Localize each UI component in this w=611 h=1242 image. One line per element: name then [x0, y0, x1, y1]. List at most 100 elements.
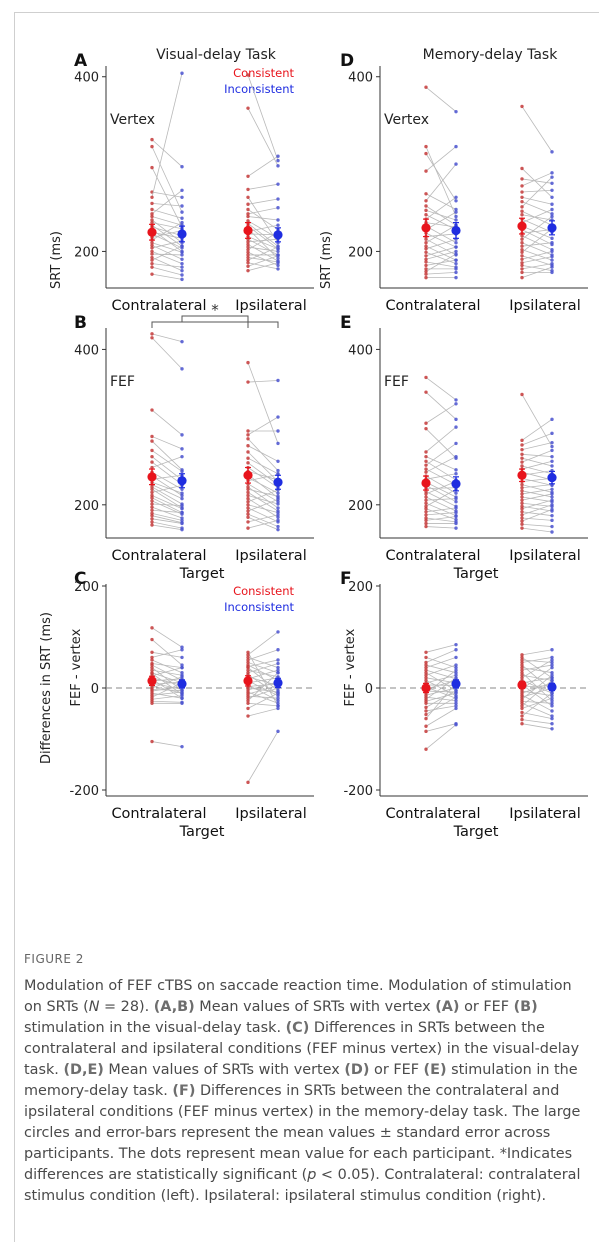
legend-inconsistent: Inconsistent [224, 82, 294, 96]
participant-point-inconsistent [454, 109, 458, 114]
participant-point-inconsistent [550, 678, 554, 683]
participant-line [521, 523, 553, 527]
participant-point-consistent [520, 464, 524, 468]
participant-point-inconsistent [454, 214, 458, 219]
participant-point-inconsistent [550, 518, 554, 523]
caption-segment: (F) [172, 1083, 196, 1099]
participant-point-consistent [520, 275, 524, 280]
participant-line [425, 456, 457, 473]
participant-point-consistent [520, 513, 524, 517]
participant-line [521, 457, 553, 467]
participant-point-consistent [520, 516, 524, 520]
participant-line [247, 231, 279, 251]
participant-line [151, 669, 183, 676]
participant-point-inconsistent [454, 663, 458, 667]
participant-point-consistent [150, 523, 154, 527]
participant-point-inconsistent [454, 648, 458, 652]
participant-point-inconsistent [550, 440, 554, 445]
participant-point-inconsistent [454, 472, 458, 476]
participant-line [521, 470, 553, 476]
caption-segment: (C) [285, 1020, 310, 1036]
participant-point-inconsistent [276, 510, 280, 515]
participant-point-consistent [150, 637, 154, 642]
participant-point-inconsistent [276, 693, 280, 698]
participant-line [151, 222, 183, 230]
participant-line [425, 209, 457, 221]
participant-point-consistent [246, 500, 250, 504]
participant-point-inconsistent [454, 510, 458, 515]
participant-line [425, 669, 457, 694]
participant-point-inconsistent [454, 245, 458, 249]
participant-point-consistent [150, 212, 154, 216]
participant-point-consistent [424, 492, 428, 496]
participant-line [247, 649, 279, 661]
participant-point-inconsistent [550, 265, 554, 269]
participant-point-consistent [150, 490, 154, 495]
participant-line [247, 238, 279, 256]
participant-point-inconsistent [454, 454, 458, 459]
participant-point-inconsistent [454, 491, 458, 495]
participant-line [151, 667, 183, 677]
participant-point-consistent [520, 504, 524, 509]
participant-line [151, 189, 183, 215]
participant-point-inconsistent [276, 468, 280, 473]
caption-segment: (B) [513, 999, 538, 1015]
participant-point-consistent [424, 272, 428, 276]
participant-line [425, 664, 457, 676]
y-tick-label: 0 [91, 682, 99, 697]
participant-line [521, 484, 553, 489]
participant-point-inconsistent [276, 261, 280, 265]
y-tick-label: 400 [74, 343, 99, 358]
mean-point-inconsistent [273, 230, 283, 240]
participant-point-consistent [424, 247, 428, 251]
participant-point-consistent [424, 454, 428, 459]
participant-point-consistent [424, 650, 428, 654]
participant-line [247, 416, 279, 436]
participant-point-inconsistent [454, 162, 458, 166]
participant-line [521, 674, 553, 681]
participant-point-inconsistent [454, 210, 458, 214]
participant-point-consistent [246, 780, 250, 785]
participant-line [425, 232, 457, 248]
participant-point-consistent [424, 192, 428, 196]
participant-point-inconsistent [276, 254, 280, 258]
participant-line [425, 253, 457, 272]
caption-segment: Mean values of SRTs with vertex [194, 999, 436, 1015]
participant-point-inconsistent [276, 164, 280, 168]
caption-segment: N [88, 999, 100, 1015]
participant-point-consistent [246, 429, 250, 433]
participant-point-consistent [150, 513, 154, 518]
participant-point-inconsistent [180, 527, 184, 532]
participant-line [521, 527, 553, 533]
participant-point-inconsistent [550, 498, 554, 502]
participant-point-inconsistent [550, 709, 554, 713]
participant-point-inconsistent [454, 270, 458, 275]
participant-line [151, 450, 183, 472]
participant-point-inconsistent [180, 454, 184, 459]
participant-line [151, 685, 183, 694]
participant-line [521, 490, 553, 498]
participant-line [151, 436, 183, 450]
participant-point-consistent [424, 747, 428, 751]
participant-point-inconsistent [180, 648, 184, 652]
participant-line [425, 682, 457, 719]
participant-point-inconsistent [276, 182, 280, 186]
participant-point-inconsistent [454, 521, 458, 526]
participant-line [521, 106, 553, 153]
participant-point-inconsistent [550, 270, 554, 275]
y-tick-label: 200 [74, 499, 99, 514]
participant-point-inconsistent [454, 642, 458, 647]
participant-point-consistent [246, 699, 250, 703]
participant-line [425, 377, 457, 401]
participant-point-consistent [246, 658, 250, 662]
participant-line [425, 246, 457, 257]
participant-point-inconsistent [454, 676, 458, 680]
participant-point-consistent [520, 482, 524, 487]
participant-line [151, 692, 183, 699]
participant-point-consistent [246, 219, 250, 223]
participant-line [151, 242, 183, 253]
participant-point-consistent [246, 258, 250, 262]
mean-point-consistent [517, 221, 527, 231]
participant-line [425, 224, 457, 244]
participant-point-consistent [424, 510, 428, 514]
